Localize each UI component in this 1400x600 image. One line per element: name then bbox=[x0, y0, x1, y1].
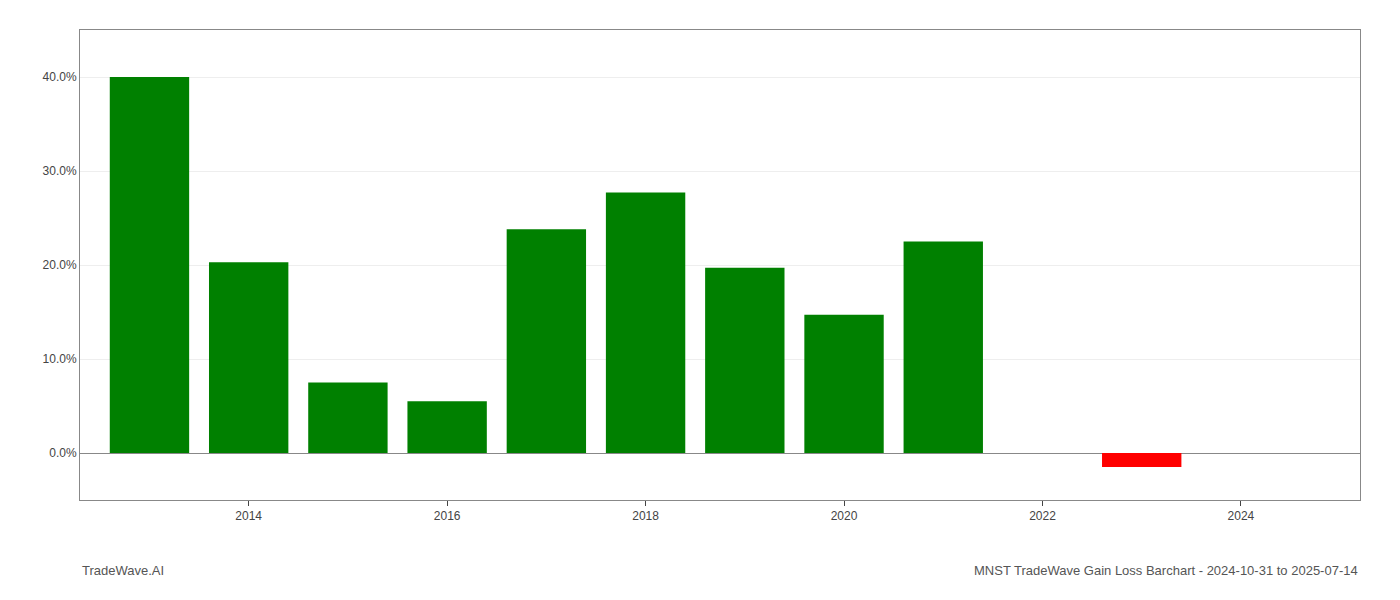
svg-text:40.0%: 40.0% bbox=[43, 70, 77, 84]
svg-text:TradeWave.AI: TradeWave.AI bbox=[82, 563, 164, 578]
svg-text:30.0%: 30.0% bbox=[43, 164, 77, 178]
svg-text:0.0%: 0.0% bbox=[49, 446, 77, 460]
svg-text:2020: 2020 bbox=[831, 509, 858, 523]
svg-text:MNST TradeWave Gain Loss Barch: MNST TradeWave Gain Loss Barchart - 2024… bbox=[974, 563, 1358, 578]
svg-text:2022: 2022 bbox=[1029, 509, 1056, 523]
svg-text:2018: 2018 bbox=[632, 509, 659, 523]
svg-text:2014: 2014 bbox=[235, 509, 262, 523]
svg-text:2024: 2024 bbox=[1228, 509, 1255, 523]
svg-text:10.0%: 10.0% bbox=[43, 352, 77, 366]
svg-text:2016: 2016 bbox=[434, 509, 461, 523]
svg-text:20.0%: 20.0% bbox=[43, 258, 77, 272]
